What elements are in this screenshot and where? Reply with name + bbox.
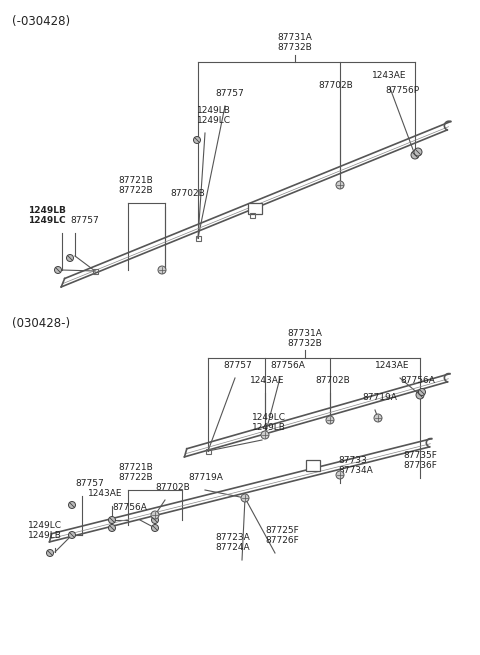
Circle shape (152, 525, 158, 531)
Text: (030428-): (030428-) (12, 317, 70, 330)
Text: 1243AE: 1243AE (372, 71, 407, 80)
Circle shape (152, 517, 158, 523)
Text: 1243AE: 1243AE (375, 361, 409, 370)
Circle shape (374, 414, 382, 422)
Text: 87719A: 87719A (362, 393, 397, 402)
Bar (250, 212, 254, 217)
Text: 87757: 87757 (70, 216, 99, 225)
Text: 1243AE: 1243AE (88, 489, 122, 498)
Text: 87757: 87757 (223, 361, 252, 370)
Circle shape (336, 181, 344, 189)
Text: 87723A: 87723A (215, 533, 250, 542)
Bar (195, 236, 201, 240)
Circle shape (326, 416, 334, 424)
Bar (306, 460, 320, 470)
Circle shape (67, 255, 73, 261)
Circle shape (411, 151, 419, 159)
Text: 87702B: 87702B (318, 81, 353, 90)
Circle shape (414, 148, 422, 156)
Text: 87734A: 87734A (338, 466, 373, 475)
Text: 1249LC: 1249LC (28, 521, 62, 530)
Circle shape (419, 388, 425, 396)
Bar (205, 449, 211, 453)
Text: 87757: 87757 (75, 479, 104, 488)
Text: 1243AE: 1243AE (250, 376, 285, 385)
Circle shape (416, 391, 424, 399)
Text: (-030428): (-030428) (12, 15, 70, 28)
Text: 87702B: 87702B (155, 483, 190, 492)
Text: 87756A: 87756A (270, 361, 305, 370)
Circle shape (69, 531, 75, 538)
Text: 87732B: 87732B (277, 43, 312, 52)
Text: 87702B: 87702B (315, 376, 350, 385)
Text: 1249LC: 1249LC (252, 413, 286, 422)
Text: 87757: 87757 (215, 89, 244, 98)
Text: 87722B: 87722B (118, 186, 153, 195)
Text: 87736F: 87736F (403, 461, 437, 470)
Text: 87731A: 87731A (288, 329, 323, 338)
Text: 87721B: 87721B (118, 176, 153, 185)
Circle shape (108, 525, 116, 531)
Circle shape (158, 266, 166, 274)
Circle shape (151, 511, 159, 519)
Text: 87756P: 87756P (385, 86, 419, 95)
Text: 87722B: 87722B (118, 473, 153, 482)
Circle shape (69, 502, 75, 508)
Text: 87702B: 87702B (170, 189, 205, 198)
Circle shape (55, 267, 61, 274)
Text: 87726F: 87726F (265, 536, 299, 545)
Text: 1249LC: 1249LC (197, 116, 231, 125)
Text: 1249LB: 1249LB (28, 531, 62, 540)
Text: 87719A: 87719A (188, 473, 223, 482)
Text: 1249LB: 1249LB (197, 106, 231, 115)
Text: 87735F: 87735F (403, 451, 437, 460)
Text: 87721B: 87721B (118, 463, 153, 472)
Circle shape (241, 494, 249, 502)
Text: 87725F: 87725F (265, 526, 299, 535)
Text: 1249LB: 1249LB (28, 206, 66, 215)
Text: 87756A: 87756A (400, 376, 435, 385)
Text: 1249LB: 1249LB (252, 423, 286, 432)
Text: 87732B: 87732B (288, 339, 323, 348)
Circle shape (108, 517, 116, 523)
Circle shape (261, 431, 269, 439)
Bar (93, 269, 97, 274)
Bar (248, 202, 262, 214)
Text: 87733: 87733 (338, 456, 367, 465)
Circle shape (47, 550, 53, 557)
Circle shape (336, 471, 344, 479)
Text: 87756A: 87756A (112, 503, 147, 512)
Circle shape (193, 136, 201, 143)
Text: 87724A: 87724A (215, 543, 250, 552)
Text: 1249LC: 1249LC (28, 216, 66, 225)
Text: 87731A: 87731A (277, 33, 312, 42)
